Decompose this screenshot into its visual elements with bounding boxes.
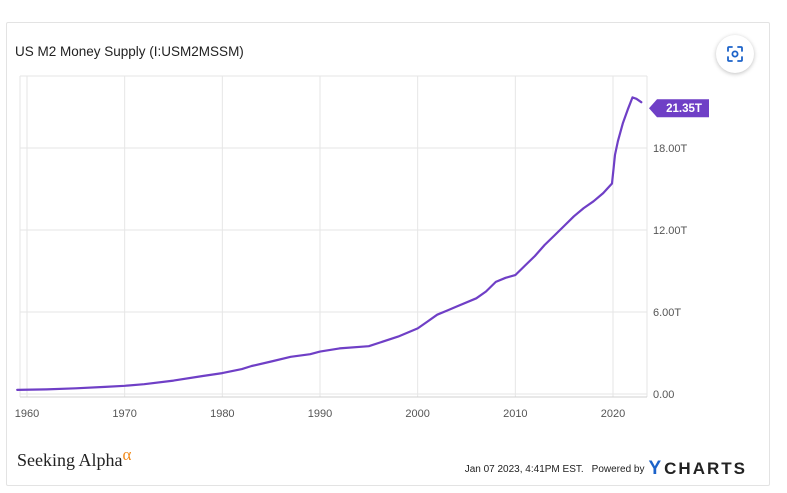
last-value-label: 21.35T (666, 103, 702, 115)
timestamp: Jan 07 2023, 4:41PM EST. (464, 463, 584, 475)
x-tick-label: 1990 (308, 408, 332, 420)
last-value-badge (649, 99, 709, 118)
x-tick-label: 2010 (503, 408, 527, 420)
y-tick-label: 12.00T (653, 225, 688, 237)
x-tick-label: 1960 (15, 408, 39, 420)
lens-icon (727, 46, 743, 62)
line-chart: 0.00 6.00T 12.00T 18.00T 1960 1970 1980 1990 200… (15, 75, 709, 420)
y-tick-label: 6.00T (653, 307, 681, 319)
ycharts-text: CHARTS (664, 459, 747, 478)
seeking-alpha-text: Seeking Alpha (17, 450, 123, 470)
series-line-0 (16, 96, 643, 391)
lens-button[interactable] (716, 35, 754, 73)
seeking-alpha-logo: Seeking Alphaα (17, 445, 131, 471)
x-tick-label: 1980 (210, 408, 234, 420)
chart-title: US M2 Money Supply (I:USM2MSSM) (15, 44, 244, 59)
x-tick-label: 1970 (112, 408, 136, 420)
x-tick-label: 2020 (601, 408, 625, 420)
y-tick-label: 0.00 (653, 389, 674, 401)
y-tick-label: 18.00T (653, 143, 688, 155)
powered-by: Powered by (591, 463, 645, 475)
chart-card: US M2 Money Supply (I:USM2MSSM) 0.00 6.00… (6, 22, 770, 486)
chart-footer: Jan 07 2023, 4:41PM EST. Powered by Y CHA… (465, 458, 747, 480)
x-tick-label: 2000 (405, 408, 429, 420)
alpha-symbol: α (122, 445, 132, 464)
ycharts-logo: Y CHARTS (648, 458, 747, 480)
ycharts-y: Y (648, 458, 664, 479)
